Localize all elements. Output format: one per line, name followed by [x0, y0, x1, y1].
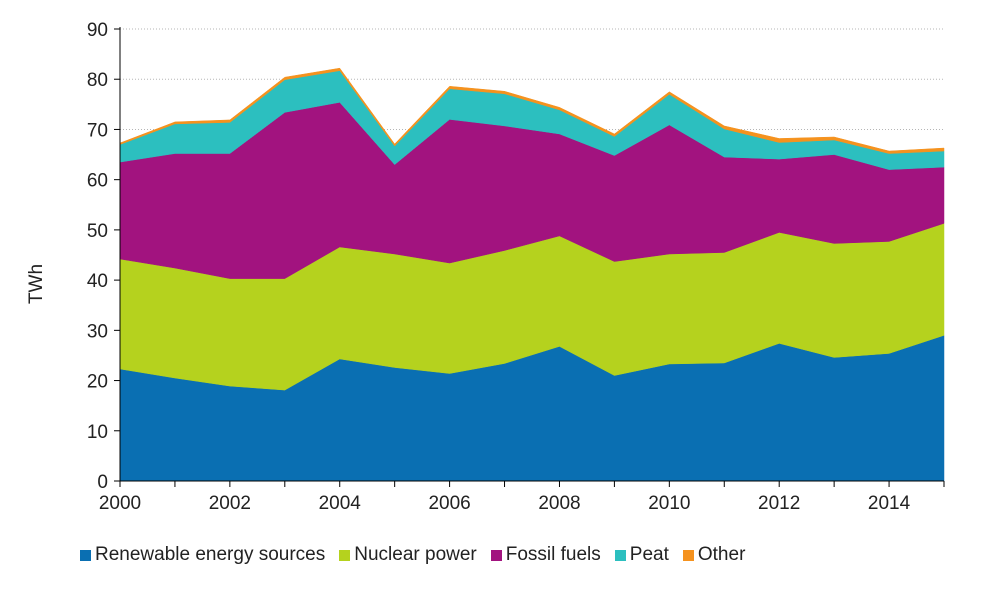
x-tick-label: 2006: [428, 493, 470, 514]
legend-item-nuclear-power: Nuclear power: [339, 544, 477, 566]
stacked-areas: [119, 67, 945, 482]
legend-item-peat: Peat: [614, 544, 669, 566]
x-tick-label: 2010: [648, 493, 690, 514]
y-tick-label: 70: [87, 120, 108, 141]
legend-item-renewable-energy-sources: Renewable energy sources: [80, 544, 325, 566]
x-tick-label: 2008: [538, 493, 580, 514]
x-tick-label: 2004: [319, 493, 362, 514]
legend-swatch: [339, 549, 351, 561]
x-tick-label: 2014: [868, 493, 911, 514]
x-tick-label: 2012: [758, 493, 800, 514]
legend-swatch: [614, 549, 626, 561]
x-tick-label: 2002: [209, 493, 251, 514]
y-tick-label: 50: [87, 221, 108, 242]
legend-label: Other: [697, 544, 746, 565]
legend-label: Peat: [629, 544, 669, 565]
axes: 0 10 20 30 40 50 60 70 80 90 2000 2002 2004 2006 2008 2…: [87, 20, 945, 514]
legend-swatch: [682, 549, 694, 561]
y-tick-label: 20: [87, 372, 108, 393]
legend-label: Renewable energy sources: [95, 544, 326, 565]
y-tick-label: 80: [87, 70, 108, 91]
area-other: [119, 67, 945, 154]
legend-item-fossil-fuels: Fossil fuels: [490, 544, 601, 566]
y-tick-label: 30: [87, 321, 108, 342]
y-tick-label: 60: [87, 171, 108, 192]
legend-label: Fossil fuels: [505, 544, 601, 565]
legend-swatch: [80, 549, 91, 561]
y-tick-label: 90: [87, 20, 108, 41]
chart-legend: Renewable energy sources Nuclear power Fos…: [80, 544, 759, 566]
legend-label: Nuclear power: [354, 544, 477, 565]
legend-swatch: [490, 549, 502, 561]
y-axis-label: TWh: [26, 264, 47, 304]
y-tick-label: 10: [87, 422, 108, 443]
legend-item-other: Other: [682, 544, 746, 566]
x-tick-label: 2000: [99, 493, 141, 514]
y-tick-label: 0: [97, 472, 108, 493]
y-tick-label: 40: [87, 271, 108, 292]
